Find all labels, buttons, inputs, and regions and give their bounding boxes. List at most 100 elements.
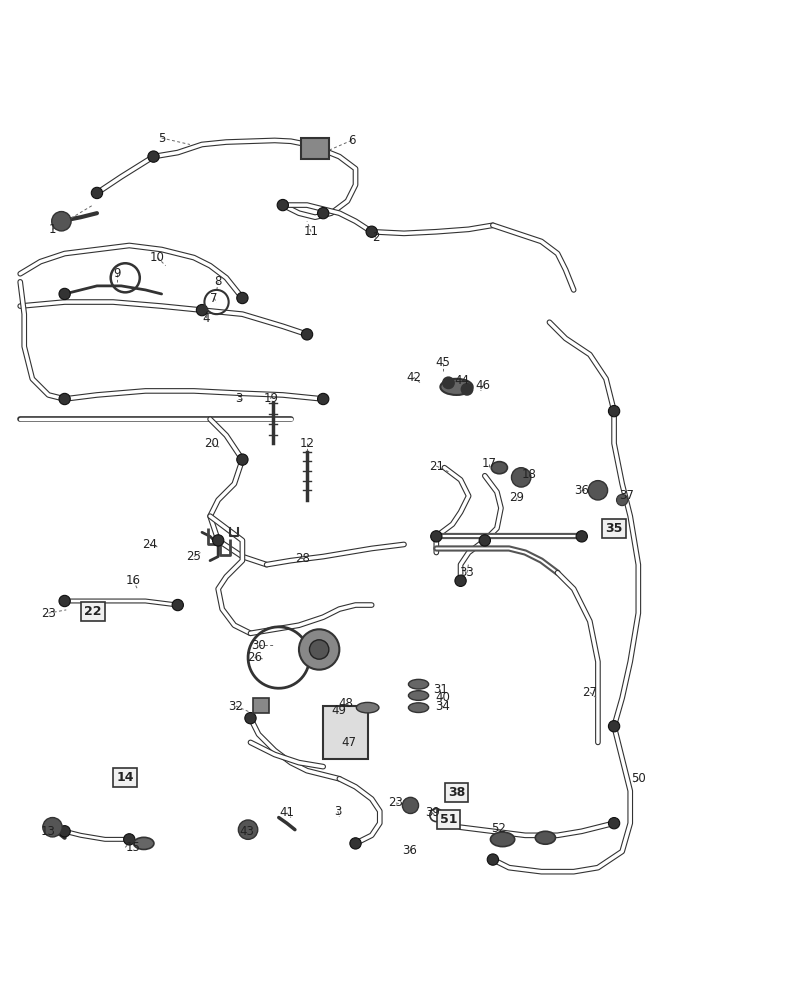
Text: 16: 16 — [126, 574, 141, 587]
Text: 26: 26 — [247, 651, 262, 664]
Circle shape — [59, 288, 70, 300]
Text: 1: 1 — [48, 223, 57, 236]
FancyBboxPatch shape — [323, 706, 368, 759]
Text: 33: 33 — [460, 566, 474, 579]
Text: 10: 10 — [150, 251, 165, 264]
Circle shape — [124, 834, 135, 845]
Circle shape — [43, 818, 62, 837]
Text: 20: 20 — [204, 437, 219, 450]
Text: 50: 50 — [631, 772, 646, 785]
Text: 15: 15 — [126, 841, 141, 854]
Circle shape — [237, 454, 248, 465]
Text: 2: 2 — [372, 231, 380, 244]
Text: 27: 27 — [583, 686, 597, 699]
Circle shape — [59, 826, 70, 837]
FancyBboxPatch shape — [253, 698, 269, 713]
Circle shape — [479, 535, 490, 546]
Circle shape — [318, 144, 329, 156]
Circle shape — [172, 599, 183, 611]
Text: 3: 3 — [234, 392, 242, 406]
Circle shape — [431, 531, 442, 542]
Text: 25: 25 — [187, 550, 201, 563]
Circle shape — [511, 468, 531, 487]
Circle shape — [442, 376, 455, 389]
Text: 47: 47 — [342, 736, 356, 749]
Circle shape — [277, 199, 288, 211]
Circle shape — [455, 575, 466, 586]
FancyBboxPatch shape — [301, 138, 330, 159]
Text: 36: 36 — [402, 844, 417, 857]
Ellipse shape — [536, 831, 556, 844]
Text: 23: 23 — [41, 607, 56, 620]
Ellipse shape — [409, 691, 429, 700]
Circle shape — [299, 629, 339, 670]
Text: 42: 42 — [406, 371, 421, 384]
Circle shape — [91, 187, 103, 199]
Text: 24: 24 — [142, 538, 157, 551]
Circle shape — [52, 212, 71, 231]
Circle shape — [366, 226, 377, 237]
Text: 41: 41 — [280, 806, 294, 819]
Text: 30: 30 — [251, 639, 266, 652]
Text: 5: 5 — [158, 132, 166, 145]
Ellipse shape — [440, 379, 473, 395]
Circle shape — [59, 393, 70, 405]
Text: 17: 17 — [482, 457, 496, 470]
Circle shape — [576, 531, 587, 542]
Text: 51: 51 — [440, 813, 457, 826]
Circle shape — [588, 481, 608, 500]
Ellipse shape — [133, 837, 154, 849]
Ellipse shape — [356, 702, 379, 713]
Text: 34: 34 — [436, 700, 450, 713]
Text: 28: 28 — [296, 552, 310, 565]
Text: 39: 39 — [425, 806, 440, 819]
Text: 11: 11 — [304, 225, 318, 238]
Text: 7: 7 — [210, 292, 218, 304]
Circle shape — [59, 595, 70, 607]
Circle shape — [350, 838, 361, 849]
Text: 49: 49 — [332, 704, 347, 717]
Text: 46: 46 — [476, 379, 490, 392]
Ellipse shape — [409, 703, 429, 713]
Text: 22: 22 — [84, 605, 102, 618]
Text: 8: 8 — [214, 275, 222, 288]
Ellipse shape — [491, 462, 507, 474]
Text: 19: 19 — [263, 392, 278, 406]
Text: 35: 35 — [605, 522, 623, 535]
Text: 21: 21 — [429, 460, 444, 473]
Circle shape — [309, 640, 329, 659]
Circle shape — [301, 329, 313, 340]
Circle shape — [213, 535, 224, 546]
Circle shape — [238, 820, 258, 839]
Text: 45: 45 — [436, 356, 450, 369]
Text: 12: 12 — [300, 437, 314, 450]
Ellipse shape — [409, 679, 429, 689]
Circle shape — [318, 208, 329, 219]
Circle shape — [148, 151, 159, 162]
Text: 23: 23 — [389, 796, 403, 810]
Circle shape — [461, 383, 473, 396]
Text: 13: 13 — [41, 825, 56, 838]
Text: 36: 36 — [574, 484, 589, 497]
Circle shape — [608, 405, 620, 417]
Text: 14: 14 — [116, 771, 134, 784]
Text: 9: 9 — [113, 267, 121, 280]
Text: 38: 38 — [448, 786, 465, 799]
Circle shape — [402, 797, 419, 814]
Text: 18: 18 — [522, 468, 537, 481]
Text: 43: 43 — [239, 825, 254, 838]
Circle shape — [237, 292, 248, 304]
Circle shape — [196, 304, 208, 316]
Text: 32: 32 — [229, 700, 243, 713]
Text: 40: 40 — [436, 691, 450, 704]
Text: 4: 4 — [202, 312, 210, 325]
Text: 44: 44 — [455, 374, 469, 387]
Circle shape — [608, 721, 620, 732]
Circle shape — [608, 818, 620, 829]
Text: 52: 52 — [491, 822, 506, 835]
Circle shape — [487, 854, 499, 865]
Circle shape — [245, 713, 256, 724]
Circle shape — [617, 494, 628, 506]
Text: 29: 29 — [510, 491, 524, 504]
Ellipse shape — [490, 832, 515, 847]
